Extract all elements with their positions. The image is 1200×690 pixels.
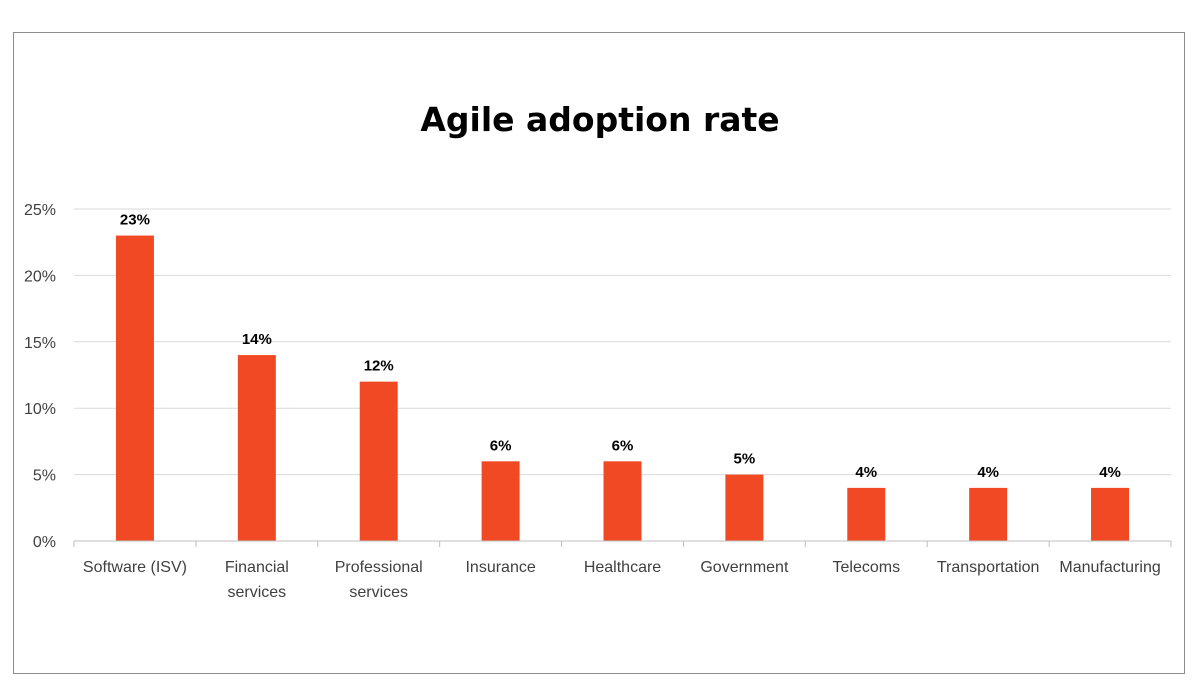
data-labels: 23% 14% 12% 6% 6% 5% 4% 4% 4%: [120, 212, 1121, 481]
category-label: Government: [700, 559, 789, 576]
data-label: 6%: [490, 437, 512, 454]
data-label: 5%: [734, 451, 756, 468]
category-label: Manufacturing: [1059, 559, 1160, 576]
category-label: Telecoms: [832, 559, 900, 576]
y-tick-label: 20%: [24, 268, 56, 285]
category-label: Insurance: [465, 559, 535, 576]
bar: [237, 355, 276, 541]
category-label: Healthcare: [584, 559, 661, 576]
bar: [969, 487, 1008, 541]
data-label: 4%: [855, 464, 877, 481]
category-label: Software (ISV): [83, 559, 187, 576]
data-label: 23%: [120, 212, 150, 229]
bar: [847, 487, 886, 541]
category-label: Financial services: [225, 559, 289, 601]
data-label: 4%: [977, 464, 999, 481]
bar: [359, 381, 398, 541]
chart-title: Agile adoption rate: [420, 100, 779, 139]
data-label: 12%: [364, 358, 394, 375]
y-tick-label: 15%: [24, 335, 56, 352]
data-label: 14%: [242, 331, 272, 348]
category-label: Transportation: [937, 559, 1040, 576]
bars: [115, 235, 1130, 541]
chart-frame: [13, 32, 1185, 674]
y-tick-label: 25%: [24, 202, 56, 219]
y-axis-ticks: 0% 5% 10% 15% 20% 25%: [24, 202, 56, 551]
data-label: 6%: [612, 437, 634, 454]
y-tick-label: 0%: [33, 534, 56, 551]
x-axis: Software (ISV) Financial services Professio…: [73, 540, 1172, 601]
bar: [1091, 487, 1130, 541]
data-label: 4%: [1099, 464, 1121, 481]
y-tick-label: 5%: [33, 468, 56, 485]
bar: [481, 461, 520, 541]
bar: [603, 461, 642, 541]
category-label: Professional services: [335, 559, 423, 601]
bar: [115, 235, 154, 541]
bar: [725, 474, 764, 541]
y-tick-label: 10%: [24, 401, 56, 418]
